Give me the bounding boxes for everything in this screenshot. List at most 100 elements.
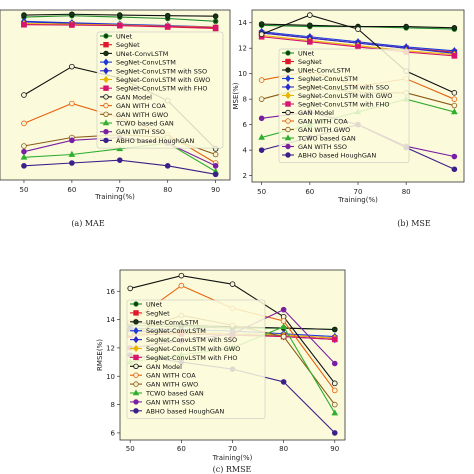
data-point-abho-based-houghgan [258,147,265,153]
legend-marker [285,126,291,133]
data-point-unet-convlstm [403,23,409,30]
legend-label: TCWO based GAN [115,120,174,128]
x-tick-label: 90 [330,445,339,453]
data-point-gan-with-gwo [280,333,287,340]
data-point-gan-model [127,285,134,292]
data-point-gan-with-coa [178,282,185,289]
legend-label: TCWO based GAN [145,390,204,398]
x-tick-label: 60 [177,445,186,453]
legend: UNetSegNetUNet-ConvLSTMSegNet-ConvLSTMSe… [278,48,410,163]
legend-marker [102,119,110,126]
y-tick-label: 16 [106,288,115,296]
y-tick-label: 14 [106,316,115,324]
legend-label: SegNet-ConvLSTM [146,327,206,335]
x-tick-label: 80 [163,186,172,194]
data-point-gan-model [258,31,265,38]
legend-label: UNet-ConvLSTM [146,318,198,326]
data-point-gan-with-sso [331,360,338,367]
rmse-chart: 50 60 70 80 90 6 8 10 12 14 16 Training(%) RMSE(%) UN… [96,269,346,474]
legend-marker [103,137,109,144]
y-tick-label: 10 [238,70,247,78]
legend-marker [103,50,109,57]
legend-marker [133,399,139,405]
legend-label: GAN Model [146,363,182,371]
data-point-unet [212,18,219,25]
data-point-tcwo-based-gan [68,150,76,157]
legend-label: UNet [298,50,315,58]
legend-label: UNet [146,301,163,309]
data-point-gan-model [331,380,338,387]
legend-label: GAN WITH GWO [298,126,350,134]
legend-marker [285,74,291,83]
legend-marker [285,91,291,100]
legend-label: GAN WITH COA [298,118,348,126]
legend-label: SegNet [116,41,140,49]
legend-marker [285,67,291,73]
data-point-segnet-convlstm-with-fho [331,336,338,343]
legend-box [96,31,224,149]
legend-marker [133,381,139,387]
data-point-abho-based-houghgan [164,163,171,169]
legend-marker [133,327,139,335]
data-point-gan-with-coa [69,100,75,107]
legend-marker [132,389,140,396]
data-point-segnet-convlstm-with-fho [355,44,361,50]
y-tick-label: 12 [238,45,247,53]
data-point-segnet-convlstm-with-fho [212,24,219,31]
legend-marker [103,58,109,66]
legend-label: ABHO based HoughGAN [146,407,224,415]
y-axis-label: MSE(%) [232,82,240,109]
y-tick-label: 8 [243,96,247,104]
x-tick-label: 70 [354,188,363,196]
legend-label: ABHO based HoughGAN [116,137,194,145]
data-point-gan-with-coa [331,387,338,394]
y-tick-label: 2 [243,172,247,180]
y-tick-label: 10 [106,373,115,381]
legend-label: GAN Model [298,109,334,117]
legend-label: SegNet-ConvLSTM with SSO [116,67,207,75]
legend-label: GAN WITH GWO [146,381,198,389]
legend-marker [133,301,139,307]
data-point-segnet-convlstm-with-fho [451,53,458,59]
legend-marker [133,344,139,353]
legend-marker [285,152,291,158]
x-axis-label: Training(%) [212,454,253,462]
data-point-segnet-convlstm-with-fho [116,22,123,29]
legend-marker [285,118,291,124]
data-point-gan-with-sso [258,115,265,122]
data-point-gan-model [355,26,361,32]
legend-label: GAN WITH SSO [116,128,165,136]
legend-marker [133,363,139,369]
x-tick-label: 70 [228,445,237,453]
legend-marker [285,109,291,116]
data-point-unet-convlstm [69,11,75,18]
chart-caption: (b) MSE [397,219,431,228]
y-tick-label: 6 [111,429,116,437]
x-tick-label: 60 [67,186,76,194]
legend-marker [103,67,109,75]
legend-label: SegNet [298,58,322,66]
data-point-tcwo-based-gan [280,322,287,329]
legend-label: GAN WITH SSO [298,143,347,151]
data-point-segnet-convlstm-with-fho [307,39,313,45]
legend-marker [103,102,109,109]
data-point-segnet-convlstm-with-fho [21,21,27,28]
legend-marker [133,335,139,344]
data-point-segnet-convlstm-with-fho [164,23,171,30]
legend-label: SegNet-ConvLSTM [116,59,176,67]
x-tick-label: 60 [305,188,314,196]
legend-label: SegNet-ConvLSTM with FHO [146,354,237,362]
data-point-unet-convlstm [258,21,265,27]
legend-marker [133,408,139,414]
data-point-unet-convlstm [116,12,123,18]
legend-label: TCWO based GAN [297,135,356,143]
legend-label: SegNet [146,309,170,317]
x-tick-label: 90 [211,186,220,194]
data-point-gan-with-gwo [451,102,458,109]
y-tick-label: 14 [238,19,247,27]
legend-marker [133,372,139,378]
data-point-gan-with-gwo [21,143,27,149]
legend: UNetSegNetUNet-ConvLSTMSegNet-ConvLSTMSe… [96,31,224,149]
